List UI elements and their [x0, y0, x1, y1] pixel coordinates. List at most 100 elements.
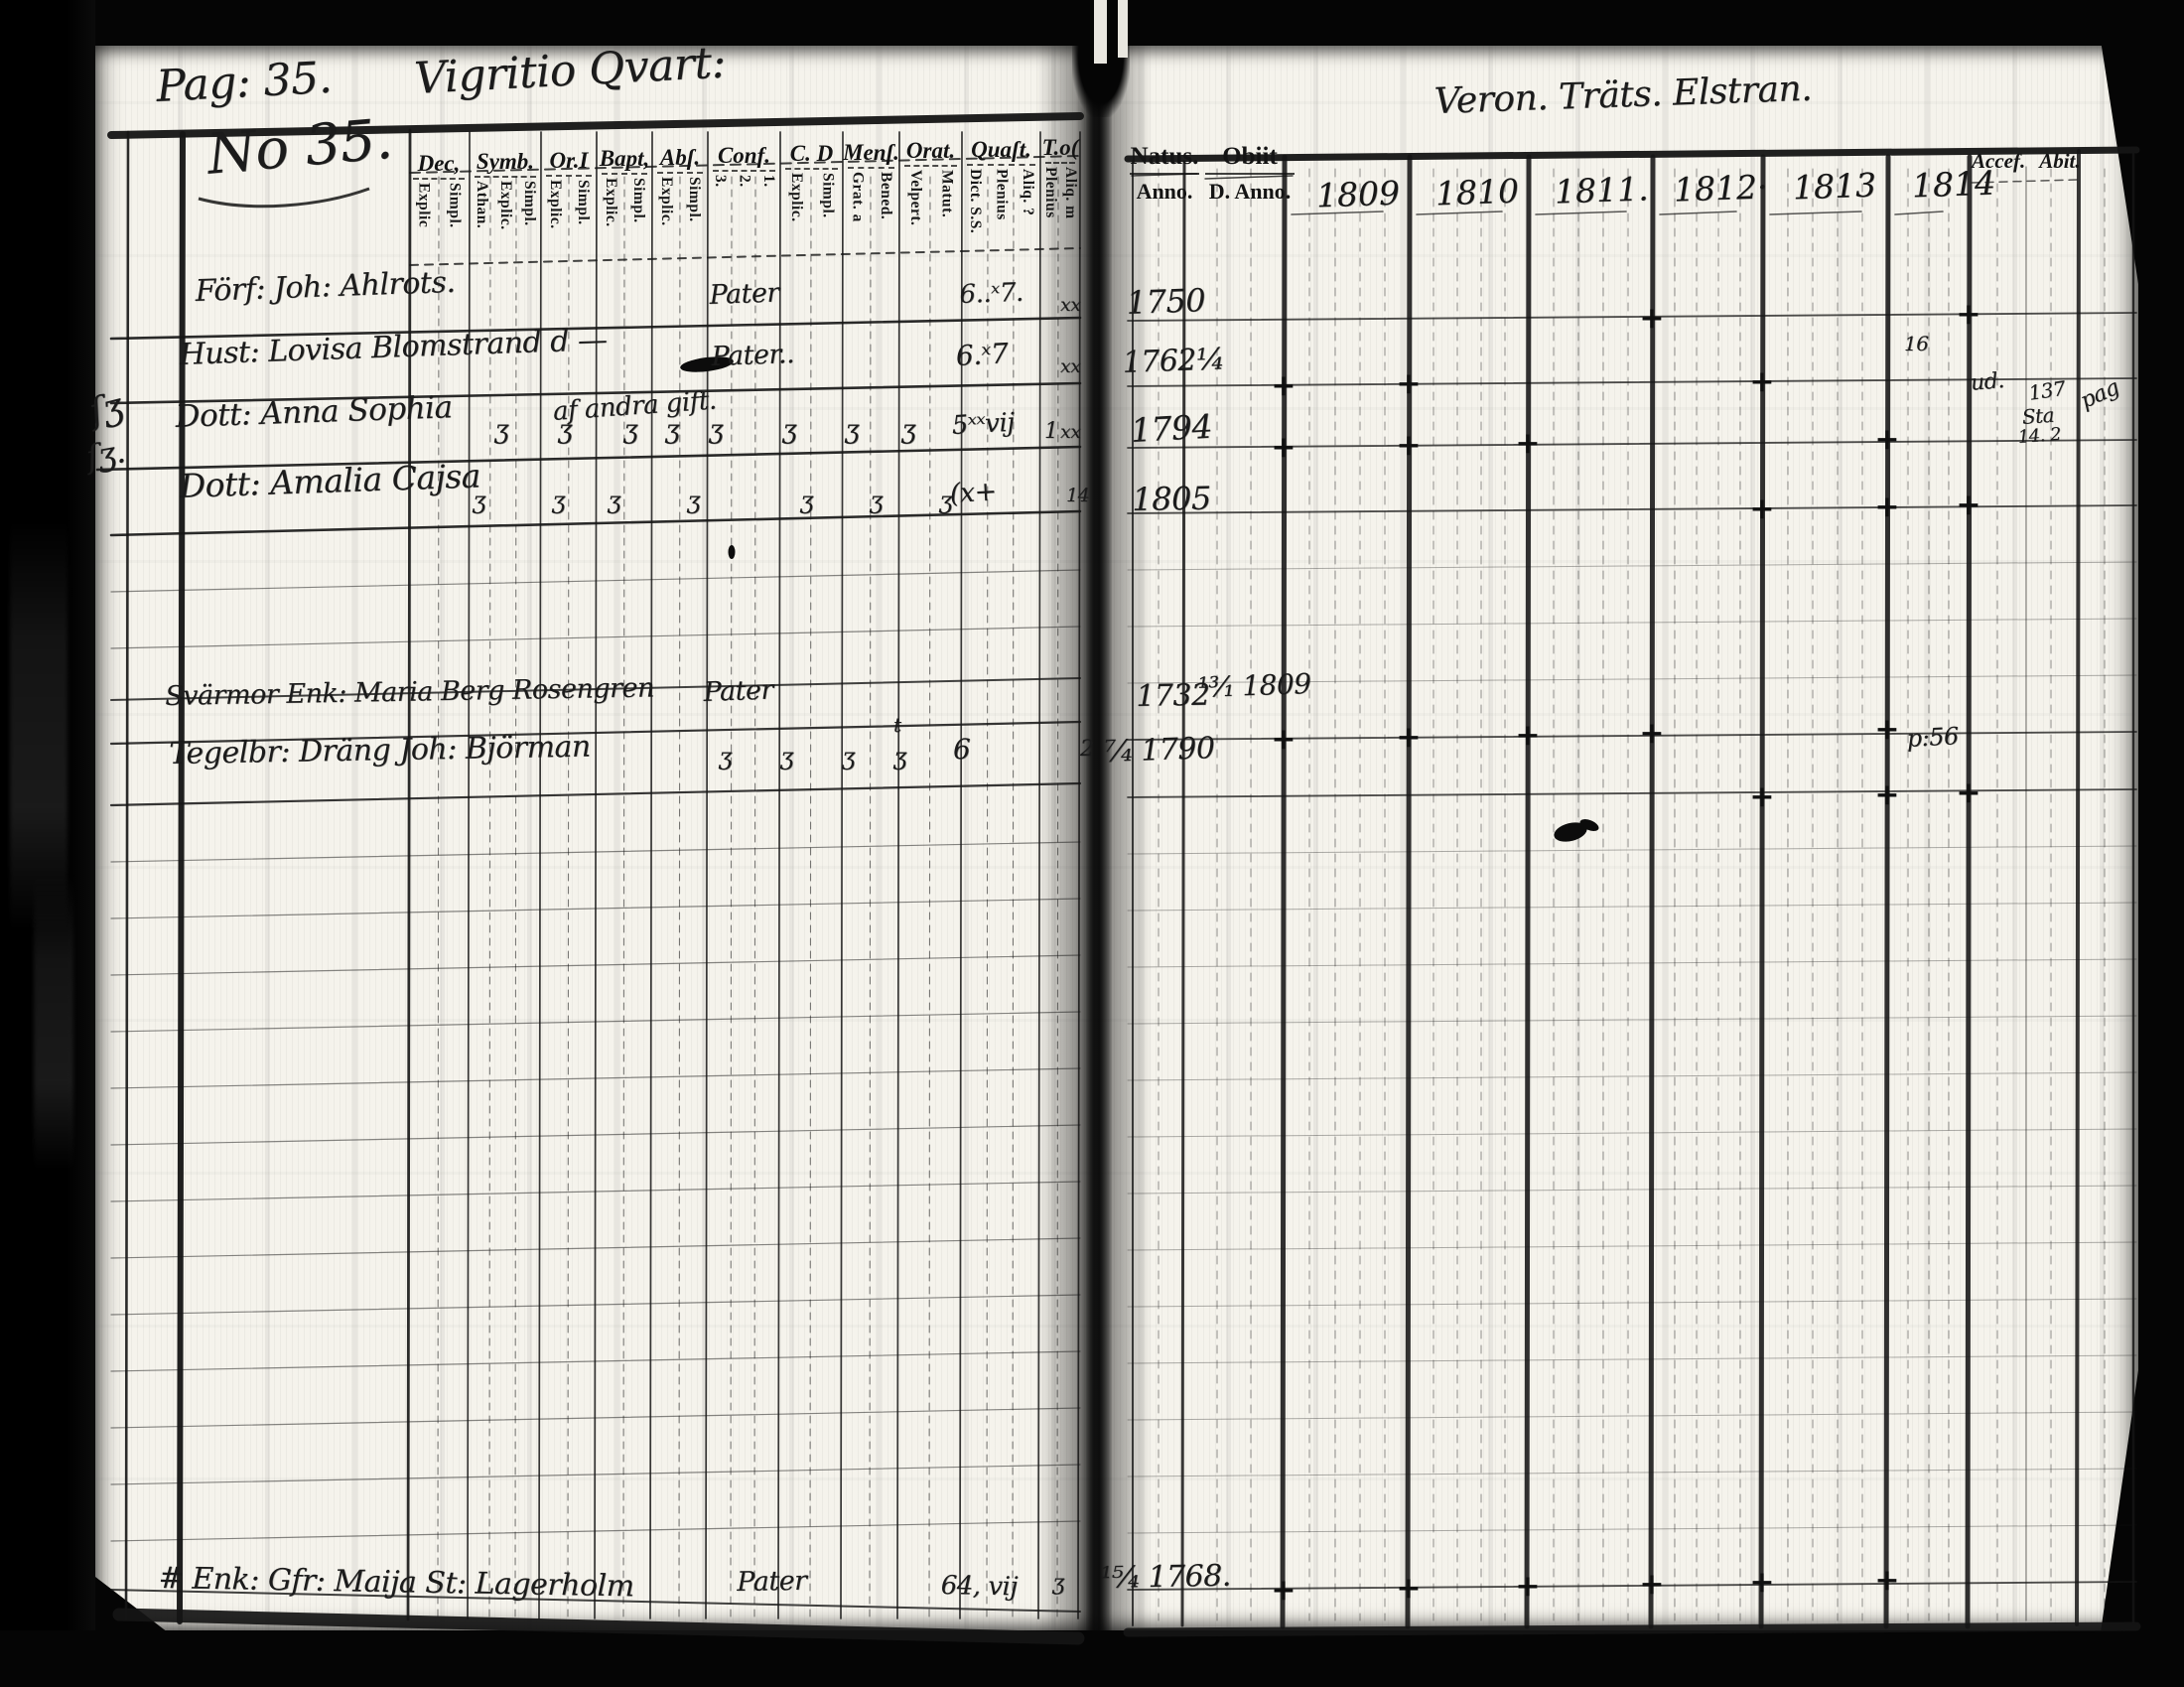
- column-sub-label: Explic.: [787, 173, 805, 222]
- handwritten-text: Pater: [709, 277, 780, 311]
- column-header-2: Symb. Athan. Explic. Simpl.: [470, 149, 541, 268]
- obiit-header: Obiit D. Anno.: [1205, 143, 1295, 205]
- handwritten-text: ʒ: [709, 415, 724, 445]
- handwritten-text: 5ˣˣvij: [951, 407, 1016, 441]
- abit-label: Abit.: [2039, 149, 2081, 173]
- column-header-7: C. D Explic. Simpl.: [780, 141, 843, 260]
- column-sub-labels: Explic. Simpl.: [652, 177, 708, 264]
- communion-plus-mark: +: [1874, 421, 1900, 457]
- column-label: C. D: [789, 141, 834, 167]
- handwritten-text: 1762¼: [1122, 342, 1226, 380]
- column-sub-label: Simpl.: [686, 176, 703, 222]
- handwritten-text: Vigritio Qvart:: [413, 37, 728, 104]
- handwritten-text: Pater..: [711, 339, 795, 372]
- column-sub-label: Plenius: [993, 168, 1011, 220]
- communion-plus-mark: +: [1396, 1570, 1422, 1606]
- column-sub-label: Velpert.: [906, 170, 924, 226]
- column-label: Orat.: [905, 138, 956, 164]
- communion-plus-mark: +: [1749, 491, 1775, 526]
- handwritten-text: 64, vij: [940, 1571, 1019, 1603]
- communion-plus-mark: +: [1396, 427, 1422, 463]
- communion-plus-mark: +: [1749, 778, 1775, 814]
- handwritten-text: ¹³⁄₁ 1809: [1197, 667, 1312, 704]
- column-label: Quaſt.: [971, 136, 1031, 162]
- handwritten-text: 6: [953, 733, 971, 766]
- handwritten-text: xx: [1060, 294, 1081, 316]
- header-dash-rule: [413, 178, 465, 180]
- communion-plus-mark: +: [1639, 1566, 1665, 1602]
- column-sub-label: Bened.: [877, 171, 894, 220]
- column-sub-labels: Explic. Simpl.: [780, 173, 843, 260]
- communion-plus-mark: +: [1271, 367, 1297, 403]
- handwritten-text: (x+: [949, 476, 998, 509]
- column-label: Dec,: [417, 151, 461, 176]
- scan-edge-streak: [10, 516, 68, 933]
- communion-plus-mark: +: [1515, 1568, 1541, 1604]
- handwritten-text: Pag: 35.: [155, 52, 334, 112]
- column-header-4: Bapt, Explic. Simpl.: [597, 146, 652, 265]
- handwritten-text: 14: [1066, 485, 1090, 506]
- header-dash-rule: [475, 176, 536, 179]
- handwritten-text: ʒ: [719, 743, 733, 771]
- handwritten-text: ʒ: [473, 487, 486, 514]
- communion-plus-mark: +: [1271, 1572, 1297, 1608]
- header-dash-rule: [967, 163, 1035, 166]
- communion-plus-mark: +: [1271, 721, 1297, 757]
- handwritten-text: ʒ: [870, 487, 884, 514]
- column-sub-label: Simpl.: [575, 179, 592, 225]
- column-sub-label: Explic.: [497, 181, 514, 230]
- handwritten-text: t: [893, 713, 901, 737]
- handwritten-text: ʒ: [1052, 1571, 1064, 1596]
- handwritten-text: ud.: [1970, 368, 2005, 396]
- column-sub-label: Athan.: [474, 181, 490, 229]
- header-dash-rule: [657, 171, 703, 174]
- handwritten-text: Svärmor Enk: Maria Berg Rosengren: [165, 672, 655, 712]
- column-header-1: Dec, Explic Simpl.: [408, 151, 470, 270]
- communion-plus-mark: +: [1956, 296, 1981, 332]
- communion-plus-mark: +: [1639, 715, 1665, 751]
- header-dash-rule: [602, 173, 647, 176]
- column-sub-labels: Explic. Simpl.: [541, 180, 597, 267]
- handwritten-text: 6..ˣ7.: [959, 277, 1024, 310]
- obiit-sub-label: D. Anno.: [1208, 179, 1292, 204]
- handwritten-text: Dott: Amalia Cajsa: [179, 456, 481, 505]
- scan-border-right: [2138, 0, 2184, 1687]
- accef-abit-header: Accef. Abit.: [1972, 149, 2095, 174]
- header-dash-rule: [713, 170, 775, 172]
- ink-smudges: [198, 187, 1599, 842]
- handwritten-text: ʒ: [687, 487, 701, 514]
- communion-plus-mark: +: [1749, 1564, 1775, 1600]
- communion-plus-mark: +: [1956, 487, 1981, 522]
- communion-plus-mark: +: [1749, 363, 1775, 399]
- column-sub-label: Matut.: [938, 170, 956, 218]
- handwritten-text: Dott: Anna Sophia: [175, 389, 454, 435]
- handwritten-text: ʒ: [608, 487, 621, 514]
- communion-plus-mark: +: [1874, 489, 1900, 524]
- column-sub-labels: Velpert. Matut.: [899, 170, 962, 257]
- column-header-10: Quaſt. Dict. S.S. Plenius Aliq. ?: [962, 137, 1040, 256]
- header-dash-rule: [546, 174, 592, 177]
- handwritten-text: xx: [1060, 355, 1081, 377]
- column-header-9: Orat. Velpert. Matut.: [899, 138, 962, 257]
- column-sub-label: Aliq. ?: [1019, 168, 1036, 216]
- column-sub-label: Explic: [415, 183, 433, 228]
- column-sub-labels: Explic. Simpl.: [597, 178, 652, 265]
- header-dash-rule: [785, 168, 838, 171]
- handwritten-text: ʒ: [780, 743, 794, 771]
- accef-label: Accef.: [1972, 149, 2026, 173]
- handwritten-text: 16: [1904, 332, 1929, 355]
- handwritten-text: 6.ˣ7: [955, 337, 1010, 372]
- scan-border-bottom: [0, 1630, 2184, 1687]
- handwritten-text: Tegelbr: Dräng Joh: Björman: [169, 729, 592, 772]
- column-sub-label: Simpl.: [446, 183, 464, 228]
- handwritten-text: ſʒ: [85, 385, 127, 433]
- binding-cord: [1118, 0, 1128, 58]
- handwritten-text: 14. 2: [2017, 423, 2062, 448]
- handwritten-text: Veron. Träts. Elstran.: [1433, 68, 1813, 122]
- handwritten-text: Förf: Joh: Ahlrots.: [195, 264, 456, 309]
- handwritten-text: ʒ: [842, 743, 856, 771]
- handwritten-text: ʒ: [552, 487, 566, 514]
- column-sub-label: Simpl.: [521, 181, 538, 227]
